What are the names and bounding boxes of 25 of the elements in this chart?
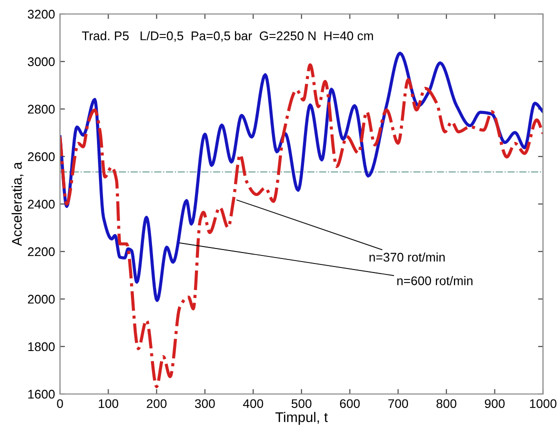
x-tick-label: 400 (243, 399, 264, 408)
text: Trad. P5 L/D=0,5 Pa=0,5 bar G=2250 N H=40 cm (82, 31, 373, 42)
x-tick-label: 0 (57, 399, 63, 408)
x-tick-label: 700 (388, 399, 408, 408)
x-tick-label: 900 (484, 399, 505, 408)
annotation: n=600 rot/min (397, 276, 472, 286)
y-tick-label: 3200 (28, 10, 55, 19)
y-tick-label: 1800 (28, 342, 55, 352)
x-tick-label: 200 (146, 399, 167, 408)
x-axis-title: Timpul, t (275, 412, 328, 425)
y-tick-label: 3000 (28, 57, 55, 66)
annotation: n=370 rot/min (370, 252, 445, 262)
y-tick-label: 1600 (28, 390, 55, 399)
x-tick-label: 500 (292, 399, 312, 408)
x-tick-label: 300 (194, 399, 215, 408)
y-tick-label: 2600 (28, 152, 55, 162)
y-axis-title: Acceleratia, a (12, 162, 24, 246)
x-tick-label: 1000 (530, 399, 556, 408)
x-tick-label: 800 (436, 399, 456, 408)
y-tick-label: 2800 (28, 104, 55, 114)
y-tick-label: 2400 (28, 200, 55, 209)
x-tick-label: 100 (98, 399, 118, 408)
y-tick-label: 2000 (28, 294, 55, 304)
y-tick-label: 2200 (28, 247, 55, 256)
x-tick-label: 600 (340, 399, 360, 408)
